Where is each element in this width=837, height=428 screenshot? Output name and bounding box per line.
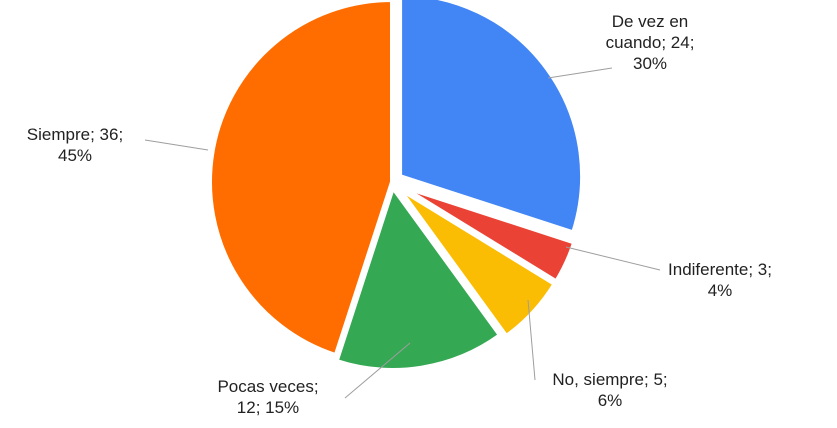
leader-line — [527, 299, 536, 381]
pie-slice-siempre — [208, 0, 394, 358]
pie-slice-de-vez-en-cuando — [398, 0, 585, 235]
pie-slices — [208, 0, 585, 372]
slice-label: No, siempre; 5; 6% — [552, 370, 667, 410]
slice-label: Siempre; 36; 45% — [27, 125, 123, 165]
slice-label: Pocas veces; 12; 15% — [217, 377, 318, 417]
slice-labels: De vez en cuando; 24; 30% Indiferente; 3; 4%… — [27, 12, 772, 417]
leader-line — [344, 342, 411, 399]
slice-label: De vez en cuando; 24; 30% — [606, 12, 695, 73]
label-leader-lines — [144, 67, 661, 399]
leader-line — [547, 67, 613, 79]
slice-label: Indiferente; 3; 4% — [668, 260, 772, 300]
pie-slice-indiferente — [399, 184, 577, 284]
pie-slice-pocas-veces — [334, 185, 502, 372]
leader-line — [144, 139, 209, 151]
leader-line — [565, 246, 661, 271]
pie-slice-no-siempre — [397, 186, 557, 339]
